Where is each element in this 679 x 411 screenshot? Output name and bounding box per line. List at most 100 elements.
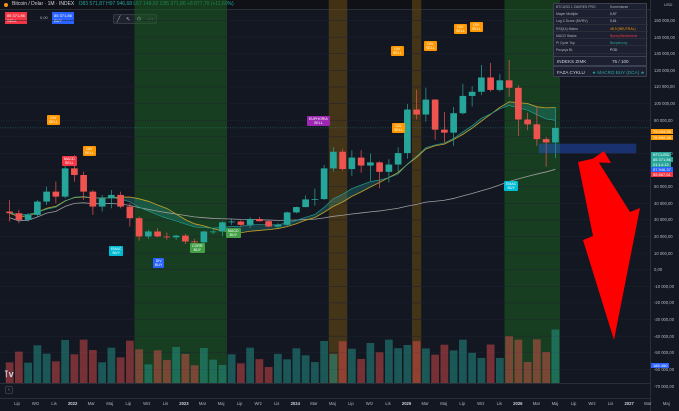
price-tick-label: 120 000,00 xyxy=(654,67,675,73)
time-tick-label: Wrz xyxy=(254,401,262,406)
candle[interactable] xyxy=(98,194,106,212)
candle[interactable] xyxy=(219,221,226,237)
candle[interactable] xyxy=(357,150,365,173)
candle[interactable] xyxy=(145,229,152,239)
candle[interactable] xyxy=(163,232,171,240)
candle[interactable] xyxy=(385,159,393,183)
signal-label[interactable]: DIV SELL xyxy=(47,115,60,126)
candle[interactable] xyxy=(404,103,411,159)
time-tick-label: Lis xyxy=(385,401,391,406)
candle[interactable] xyxy=(487,62,494,92)
candle[interactable] xyxy=(339,148,346,171)
signal-label[interactable]: DIV SELL xyxy=(83,146,96,157)
candle[interactable] xyxy=(126,203,134,227)
candle[interactable] xyxy=(330,147,337,172)
candle[interactable] xyxy=(191,238,198,244)
candle[interactable] xyxy=(34,199,41,217)
candle[interactable] xyxy=(459,83,467,115)
bottom-panel-bar xyxy=(0,383,650,397)
candle[interactable] xyxy=(533,106,541,146)
candle[interactable] xyxy=(542,136,550,167)
candle-body xyxy=(404,109,411,154)
index-value: 75 / 100 xyxy=(612,59,629,64)
candle[interactable] xyxy=(311,188,319,206)
indicator-row: Pi Cycle Top Bezpieczny xyxy=(554,40,648,47)
candle[interactable] xyxy=(24,213,32,222)
candle[interactable] xyxy=(450,107,457,146)
candle[interactable] xyxy=(441,111,448,143)
price-chart[interactable] xyxy=(0,0,650,383)
signal-label[interactable]: MACD SELL xyxy=(62,156,77,167)
candle[interactable] xyxy=(237,220,245,227)
candle[interactable] xyxy=(135,216,143,241)
price-tick-label: 20 000,00 xyxy=(654,233,673,239)
candle[interactable] xyxy=(246,217,254,229)
price-tick-label: -70 000,00 xyxy=(654,383,675,389)
index-label: INDEKS ZIMK xyxy=(557,59,587,64)
candle-body xyxy=(274,224,282,227)
candle[interactable] xyxy=(496,73,504,92)
symbol-title[interactable]: Bitcoin / Dolar · 1M · INDEX xyxy=(12,1,75,7)
candle[interactable] xyxy=(52,181,60,204)
candle[interactable] xyxy=(43,186,50,205)
candle[interactable] xyxy=(15,209,23,224)
candle-body xyxy=(413,109,420,115)
candle[interactable] xyxy=(228,218,235,225)
signal-label[interactable]: DIV SELL xyxy=(391,46,404,57)
candle[interactable] xyxy=(348,150,356,176)
signal-label[interactable]: DIV SELL xyxy=(424,41,437,52)
indicator-row: BTCUSD 1 ZAKRES PRO Komentarze xyxy=(554,4,648,11)
candle[interactable] xyxy=(367,153,374,181)
candle[interactable] xyxy=(394,147,402,172)
candle[interactable] xyxy=(376,161,383,189)
signal-label[interactable]: MACD BUY xyxy=(226,228,241,239)
candle[interactable] xyxy=(200,230,208,244)
signal-label[interactable]: DIV BUY xyxy=(153,258,165,269)
candle[interactable] xyxy=(552,106,559,159)
price-axis[interactable] xyxy=(650,0,679,411)
candle[interactable] xyxy=(468,86,476,107)
candle[interactable] xyxy=(80,171,87,200)
candle[interactable] xyxy=(6,199,13,222)
currency-label[interactable]: USD xyxy=(664,2,673,7)
candle[interactable] xyxy=(108,189,115,209)
candle[interactable] xyxy=(320,165,328,200)
cursor-icon[interactable]: ↖ xyxy=(125,16,131,23)
signal-label[interactable]: EMAC BUY xyxy=(109,246,124,257)
scroll-left-icon[interactable]: ‹ xyxy=(5,386,13,394)
signal-label[interactable]: DIV SELL xyxy=(454,24,467,35)
candle[interactable] xyxy=(172,234,180,240)
candle[interactable] xyxy=(274,223,282,229)
candle[interactable] xyxy=(524,112,531,131)
candle[interactable] xyxy=(182,233,189,244)
candle[interactable] xyxy=(265,219,272,228)
signal-label[interactable]: CORR BUY xyxy=(190,243,205,254)
candle[interactable] xyxy=(154,228,161,238)
signal-label[interactable]: DIV SELL xyxy=(470,22,483,33)
candle[interactable] xyxy=(302,195,309,208)
time-tick-label: Maj xyxy=(551,401,559,406)
candle-body xyxy=(496,80,504,90)
indicator-row: Log Z-Score (MVRV) 0,61 xyxy=(554,18,648,25)
candle[interactable] xyxy=(293,206,300,214)
candle[interactable] xyxy=(505,60,513,97)
candle[interactable] xyxy=(422,87,430,122)
indicator-name: Mayer Multiple xyxy=(556,12,579,17)
candle[interactable] xyxy=(515,85,522,136)
line-tool-icon[interactable]: ╱ xyxy=(116,16,121,23)
signal-label[interactable]: EUPHORIA SELL xyxy=(307,116,330,127)
volume-bar xyxy=(33,345,42,383)
signal-label[interactable]: DIV SELL xyxy=(392,123,405,134)
candle[interactable] xyxy=(431,99,439,140)
candle[interactable] xyxy=(209,228,217,234)
time-tick-label: Maj xyxy=(662,401,670,406)
time-axis[interactable] xyxy=(0,398,650,411)
signal-label[interactable]: EMAC BUY xyxy=(504,181,519,192)
candle[interactable] xyxy=(117,191,124,209)
candle[interactable] xyxy=(89,189,97,215)
candle[interactable] xyxy=(283,211,291,226)
candle[interactable] xyxy=(256,216,263,222)
target-zone-box[interactable] xyxy=(538,143,637,154)
candle[interactable] xyxy=(478,65,485,96)
candle[interactable] xyxy=(413,89,420,120)
